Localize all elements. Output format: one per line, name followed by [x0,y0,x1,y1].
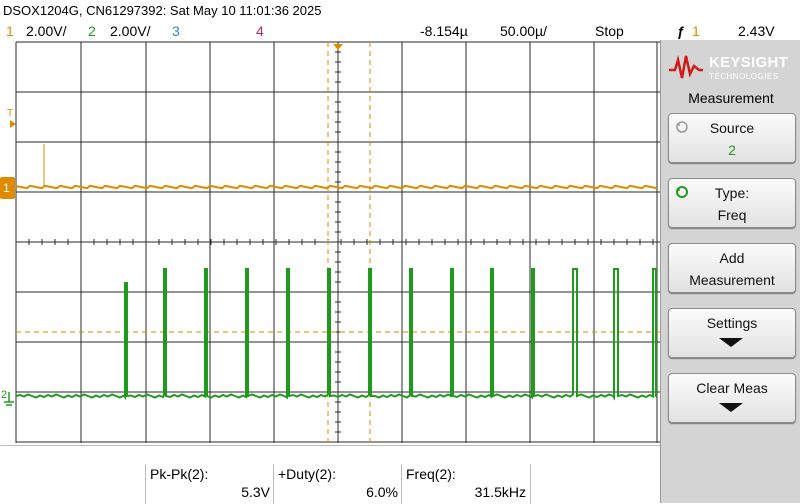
channel2-number[interactable]: 2 [88,23,96,39]
trigger-position-icon[interactable] [333,44,343,50]
measurement-value: 5.3V [241,484,270,500]
rotate-knob-icon [676,121,688,133]
channel1-waveform [15,184,658,190]
graticule-ticks [15,41,654,443]
trigger-icon: ƒ [677,23,685,39]
measurement-duty[interactable]: +Duty(2): 6.0% [273,464,402,504]
rotate-knob-icon [676,186,688,198]
settings-label: Settings [706,315,758,331]
measurement-freq[interactable]: Freq(2): 31.5kHz [401,464,531,504]
channel2-waveform [15,268,658,401]
arrow-down-icon [719,338,743,347]
channel1-marker-label: 1 [3,181,10,195]
source-softkey[interactable]: Source 2 [668,113,796,163]
keysight-wave-icon [669,55,703,79]
measurement-label: Pk-Pk(2): [150,466,209,482]
softkey-panel: KEYSIGHT TECHNOLOGIES Measurement Source… [660,40,800,503]
measurement-label: Freq(2): [406,466,456,482]
source-value: 2 [728,142,736,158]
channel2-ground-icon [4,392,14,406]
channel1-scale[interactable]: 2.00V/ [26,23,67,39]
add-measurement-label: Measurement [689,272,775,288]
type-softkey[interactable]: Type: Freq [668,178,796,228]
add-measurement-softkey[interactable]: Add Measurement [668,243,796,293]
time-scale[interactable]: 50.00µ/ [500,23,547,39]
keysight-logo: KEYSIGHT TECHNOLOGIES [667,48,797,84]
measurement-value: 31.5kHz [474,484,526,500]
trigger-level[interactable]: 2.43V [738,23,775,39]
type-label: Type: [714,185,750,201]
waveform-display[interactable]: T 1 2 [0,40,660,445]
trigger-level-arrow-icon[interactable] [10,120,16,128]
brand-subtitle: TECHNOLOGIES [709,72,779,81]
run-state[interactable]: Stop [595,23,624,39]
trigger-source[interactable]: 1 [692,23,700,39]
measurement-bar: Pk-Pk(2): 5.3V +Duty(2): 6.0% Freq(2): 3… [0,445,660,504]
channel3-number[interactable]: 3 [172,23,180,39]
arrow-down-icon [719,403,743,412]
channel4-number[interactable]: 4 [256,23,264,39]
channel2-marker-label[interactable]: 2 [1,389,7,401]
add-label: Add [719,250,745,266]
time-delay[interactable]: -8.154µ [420,23,468,39]
source-label: Source [709,120,755,136]
trigger-level-marker[interactable]: T [7,108,13,119]
channel1-ground-marker[interactable] [0,177,15,199]
status-bar: 1 2.00V/ 2 2.00V/ 3 4 -8.154µ 50.00µ/ St… [0,22,800,40]
measurement-pkpk[interactable]: Pk-Pk(2): 5.3V [145,464,274,504]
clear-meas-label: Clear Meas [696,380,768,396]
menu-title: Measurement [688,90,774,106]
brand-name: KEYSIGHT [709,54,789,71]
channel2-scale[interactable]: 2.00V/ [110,23,151,39]
channel1-number[interactable]: 1 [6,23,14,39]
settings-softkey[interactable]: Settings [668,308,796,358]
type-value: Freq [717,207,747,223]
measurement-value: 6.0% [366,484,398,500]
window-title: DSOX1204G, CN61297392: Sat May 10 11:01:… [3,3,322,18]
clear-meas-softkey[interactable]: Clear Meas [668,373,796,423]
measurement-label: +Duty(2): [278,466,336,482]
